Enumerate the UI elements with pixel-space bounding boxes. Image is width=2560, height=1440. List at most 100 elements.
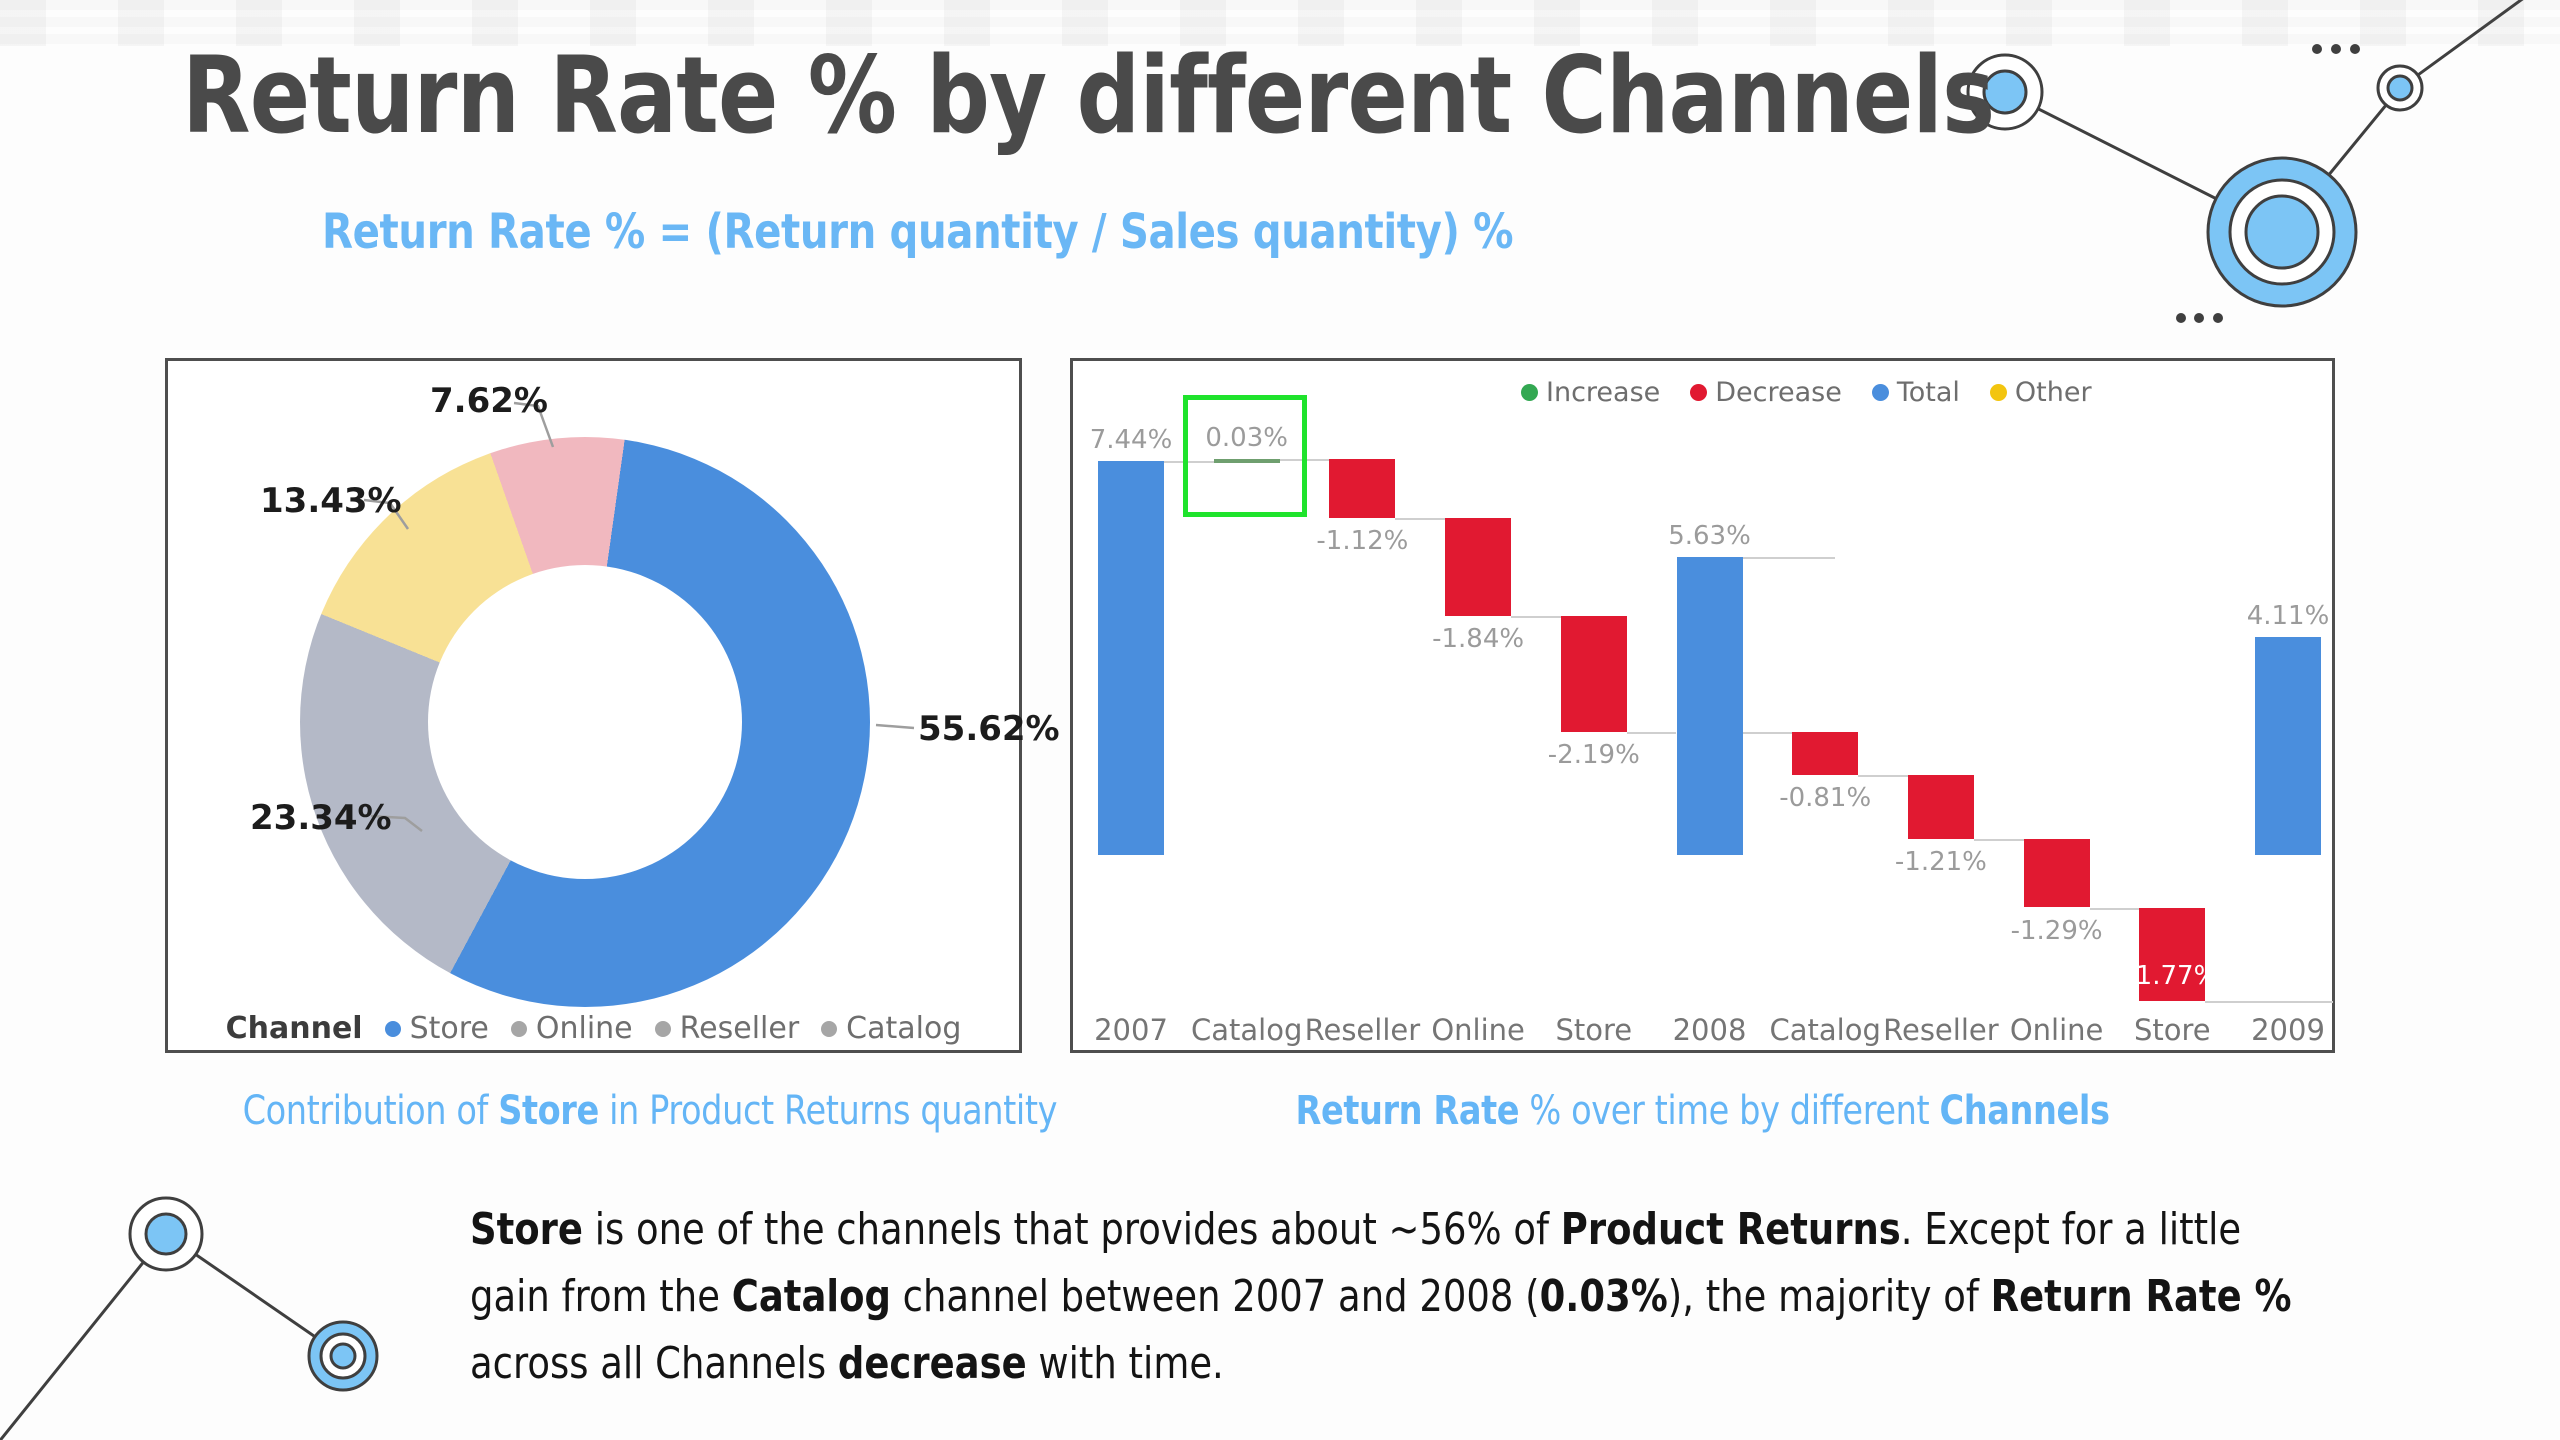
waterfall-bar-store-4[interactable]: [1560, 616, 1627, 733]
waterfall-value-label: -2.19%: [1547, 740, 1640, 770]
text-segment: % over time by different: [1519, 1088, 1940, 1134]
waterfall-axis-label: Store: [1555, 1013, 1633, 1047]
waterfall-legend-item-other[interactable]: Other: [1989, 377, 2092, 408]
legend-dot-icon: [654, 1020, 671, 1037]
text-segment: Return Rate: [1295, 1088, 1520, 1134]
paragraph-line-2: gain from the Catalog channel between 20…: [470, 1263, 2520, 1330]
text-segment: Store: [498, 1088, 599, 1134]
donut-legend-items: Store Online Reseller Catalog: [384, 1011, 961, 1046]
text-segment: Return Rate %: [1990, 1271, 2292, 1322]
paragraph-line-3: across all Channels decrease with time.: [470, 1330, 2520, 1397]
waterfall-bar-reseller-7[interactable]: [1907, 775, 1974, 840]
donut-caption-text: Contribution of Store in Product Returns…: [243, 1088, 1058, 1134]
waterfall-value-label: -1.21%: [1894, 847, 1987, 878]
text-segment: with time.: [1026, 1338, 1224, 1389]
text-segment: in Product Returns quantity: [598, 1088, 1058, 1134]
page-subtitle: Return Rate % = (Return quantity / Sales…: [322, 204, 1740, 260]
waterfall-value-label: 7.44%: [1089, 424, 1173, 455]
legend-label: Decrease: [1715, 377, 1842, 408]
summary-paragraph: Store is one of the channels that provid…: [470, 1196, 2520, 1397]
waterfall-axis-label: 2009: [2251, 1013, 2325, 1047]
donut-label-reseller: 13.43%: [260, 481, 402, 521]
paragraph-line-1: Store is one of the channels that provid…: [470, 1196, 2520, 1263]
waterfall-axis-label: 2007: [1094, 1013, 1168, 1047]
legend-dot-icon: [384, 1020, 401, 1037]
text-segment: channel between 2007 and 2008 (: [890, 1271, 1540, 1322]
waterfall-axis-label: Reseller: [1883, 1013, 1999, 1047]
waterfall-bar-catalog-1[interactable]: [1213, 459, 1280, 464]
waterfall-bar-store-9[interactable]: [2139, 907, 2206, 1002]
text-segment: gain from the: [470, 1271, 732, 1322]
waterfall-connector: [2205, 1001, 2255, 1004]
waterfall-axis-label: Reseller: [1304, 1013, 1421, 1047]
waterfall-bar-catalog-6[interactable]: [1792, 732, 1859, 775]
text-segment: decrease: [837, 1338, 1027, 1389]
donut-legend: Channel Store Online Reseller Catalog: [168, 1011, 1019, 1046]
legend-label: Store: [409, 1011, 489, 1046]
legend-label: Reseller: [679, 1011, 800, 1046]
waterfall-bar-2007-0[interactable]: [1098, 460, 1164, 855]
waterfall-connector: [1858, 775, 1908, 777]
text-segment: across all Channels: [470, 1338, 838, 1389]
waterfall-bar-2008-5[interactable]: [1676, 556, 1743, 855]
legend-label: Online: [535, 1011, 633, 1046]
legend-dot-icon: [1989, 384, 2007, 401]
waterfall-bar-2009-10[interactable]: [2255, 637, 2321, 855]
text-segment: . Except for a little: [1900, 1204, 2242, 1255]
waterfall-legend-item-total[interactable]: Total: [1871, 377, 1960, 408]
waterfall-chart-card: Increase Decrease Total Other 7.44% 2007 0.03…: [1070, 358, 2335, 1053]
legend-label: Total: [1896, 377, 1960, 408]
waterfall-value-label: -1.12%: [1316, 526, 1409, 557]
donut-hole: [428, 565, 742, 879]
donut-legend-item-online[interactable]: Online: [510, 1011, 633, 1046]
waterfall-bar-online-8[interactable]: [2023, 839, 2090, 908]
waterfall-value-label: -1.77%: [2126, 961, 2219, 992]
waterfall-legend-item-increase[interactable]: Increase: [1521, 377, 1660, 408]
donut-label-online: 23.34%: [250, 798, 392, 838]
waterfall-total-stub: [1742, 556, 1835, 559]
legend-dot-icon: [1521, 384, 1538, 401]
waterfall-chart-caption: Return Rate % over time by different Cha…: [1070, 1088, 2335, 1134]
waterfall-axis-label: Online: [2009, 1013, 2104, 1047]
legend-label: Other: [2014, 377, 2092, 408]
waterfall-value-label: 4.11%: [2246, 601, 2330, 632]
waterfall-axis-label: Online: [1431, 1013, 1525, 1047]
waterfall-connector: [1973, 839, 2024, 842]
waterfall-connector: [1395, 518, 1446, 521]
waterfall-final-connector: [2255, 1001, 2333, 1004]
donut-label-catalog: 7.62%: [430, 381, 548, 421]
text-segment: Store: [470, 1204, 583, 1255]
text-segment: Product Returns: [1560, 1204, 1901, 1255]
donut-label-store: 55.62%: [918, 709, 1060, 749]
donut-chart-card: 7.62% 13.43% 23.34% 55.62% Channel Store…: [165, 358, 1060, 1053]
waterfall-axis-label: Catalog: [1769, 1013, 1881, 1047]
top-right-node-large: [2206, 156, 2358, 308]
legend-dot-icon: [1871, 384, 1889, 401]
page-title: Return Rate % by different Channels: [182, 37, 2339, 155]
waterfall-value-label: 5.63%: [1668, 520, 1751, 551]
donut-legend-item-reseller[interactable]: Reseller: [654, 1011, 800, 1046]
bottom-left-node-upper: [128, 1196, 204, 1272]
top-right-node-small-right: [2376, 64, 2424, 112]
waterfall-axis-label: Store: [2133, 1013, 2211, 1047]
waterfall-axis-label: Catalog: [1191, 1013, 1303, 1047]
waterfall-axis-label: 2008: [1672, 1013, 1747, 1047]
donut-legend-item-catalog[interactable]: Catalog: [821, 1011, 961, 1046]
waterfall-connector: [1742, 732, 1793, 734]
highlight-annotation-box: [1183, 395, 1307, 517]
waterfall-connector: [1164, 460, 1214, 463]
legend-dot-icon: [510, 1020, 527, 1037]
donut-legend-item-store[interactable]: Store: [384, 1011, 489, 1046]
page-subtitle-text: Return Rate % = (Return quantity / Sales…: [322, 204, 1514, 260]
waterfall-value-label: -1.29%: [2010, 915, 2103, 946]
waterfall-legend-item-decrease[interactable]: Decrease: [1690, 377, 1842, 408]
text-segment: Channels: [1939, 1088, 2110, 1134]
waterfall-value-label: 0.03%: [1205, 423, 1288, 454]
text-segment: 0.03%: [1539, 1271, 1668, 1322]
waterfall-value-label: -0.81%: [1779, 783, 1872, 813]
legend-label: Increase: [1546, 377, 1661, 408]
waterfall-connector: [1511, 616, 1561, 618]
waterfall-bar-reseller-2[interactable]: [1329, 459, 1396, 519]
waterfall-bar-online-3[interactable]: [1445, 518, 1512, 616]
legend-dot-icon: [821, 1020, 838, 1037]
